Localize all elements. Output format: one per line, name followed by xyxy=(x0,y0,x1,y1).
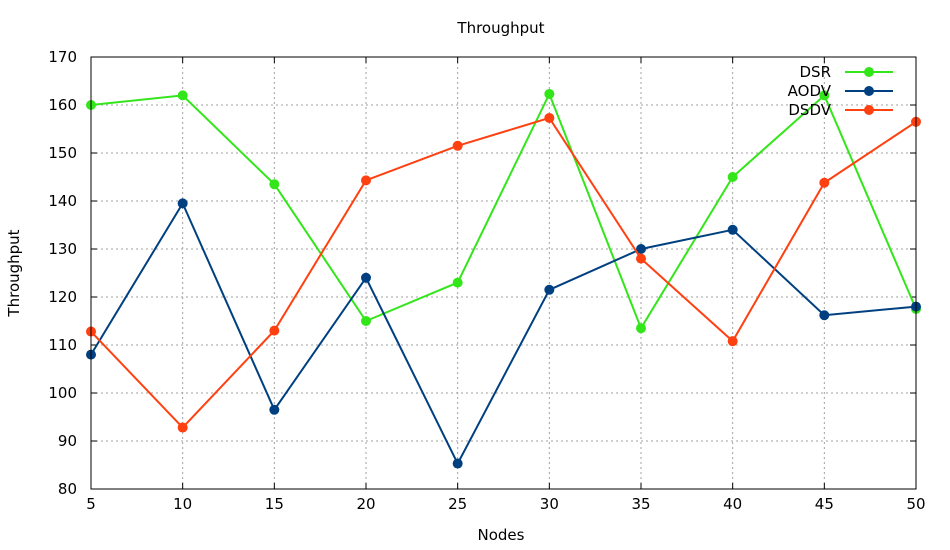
legend-marker-dsdv xyxy=(864,105,874,115)
series-aodv xyxy=(86,198,921,469)
data-point-dsr xyxy=(361,316,371,326)
x-tick-label: 40 xyxy=(723,495,742,513)
data-point-aodv xyxy=(819,310,830,321)
x-tick-label: 15 xyxy=(265,495,284,513)
x-tick-label: 30 xyxy=(540,495,559,513)
legend-label-dsdv: DSDV xyxy=(788,101,831,119)
y-axis-label: Throughput xyxy=(5,229,23,317)
legend-label-dsr: DSR xyxy=(800,63,832,81)
legend-entry-dsdv: DSDV xyxy=(788,101,893,119)
plot-frame xyxy=(90,56,917,490)
series-dsr xyxy=(86,88,921,334)
data-point-aodv xyxy=(727,224,738,235)
series-line-dsr xyxy=(90,91,917,331)
y-tick-label: 80 xyxy=(58,480,77,498)
data-point-dsr xyxy=(544,88,555,99)
data-point-dsdv xyxy=(269,325,280,336)
x-tick-label: 25 xyxy=(448,495,467,513)
data-point-aodv xyxy=(636,244,646,254)
data-point-aodv xyxy=(361,272,371,283)
legend-label-aodv: AODV xyxy=(788,82,832,100)
y-tick-label: 170 xyxy=(48,48,77,66)
data-point-dsdv xyxy=(177,422,188,433)
legend-entry-dsr: DSR xyxy=(800,63,893,81)
data-point-dsdv xyxy=(544,112,555,123)
data-point-dsr xyxy=(452,277,463,288)
data-point-dsdv xyxy=(636,253,646,264)
data-series xyxy=(86,88,921,469)
axis-ticks: 5 10 15 20 25 30 35 40 45 50 80 90 100 110 120 130 140 15… xyxy=(48,48,925,513)
data-point-dsdv xyxy=(452,140,463,151)
legend-marker-aodv xyxy=(864,86,874,96)
x-tick-label: 5 xyxy=(86,495,96,513)
series-line-dsdv xyxy=(90,116,917,430)
y-tick-label: 120 xyxy=(48,288,77,306)
legend-marker-dsr xyxy=(864,67,874,77)
data-point-aodv xyxy=(269,404,280,415)
x-tick-label: 45 xyxy=(815,495,834,513)
y-tick-label: 100 xyxy=(48,384,77,402)
legend-entry-aodv: AODV xyxy=(788,82,893,100)
x-tick-label: 20 xyxy=(356,495,375,513)
data-point-dsdv xyxy=(361,175,371,186)
data-point-aodv xyxy=(452,458,463,469)
grid xyxy=(91,57,916,489)
y-tick-label: 130 xyxy=(48,240,77,258)
y-tick-label: 140 xyxy=(48,192,77,210)
chart-title: Throughput xyxy=(456,19,544,37)
series-dsdv xyxy=(86,112,921,433)
data-point-dsr xyxy=(727,172,738,182)
data-point-dsr xyxy=(636,323,646,334)
data-point-dsr xyxy=(269,179,280,190)
data-point-dsr xyxy=(177,90,188,101)
data-point-dsdv xyxy=(727,336,738,347)
data-point-dsdv xyxy=(819,177,830,188)
series-line-aodv xyxy=(90,201,917,466)
x-axis-label: Nodes xyxy=(478,526,525,544)
x-tick-label: 35 xyxy=(631,495,650,513)
data-point-aodv xyxy=(544,284,555,295)
x-tick-label: 50 xyxy=(906,495,925,513)
y-tick-label: 160 xyxy=(48,96,77,114)
y-tick-label: 90 xyxy=(58,432,77,450)
y-tick-label: 150 xyxy=(48,144,77,162)
x-tick-label: 10 xyxy=(173,495,192,513)
data-point-aodv xyxy=(177,198,188,209)
y-tick-label: 110 xyxy=(48,336,77,354)
data-point-dsr xyxy=(819,90,830,101)
